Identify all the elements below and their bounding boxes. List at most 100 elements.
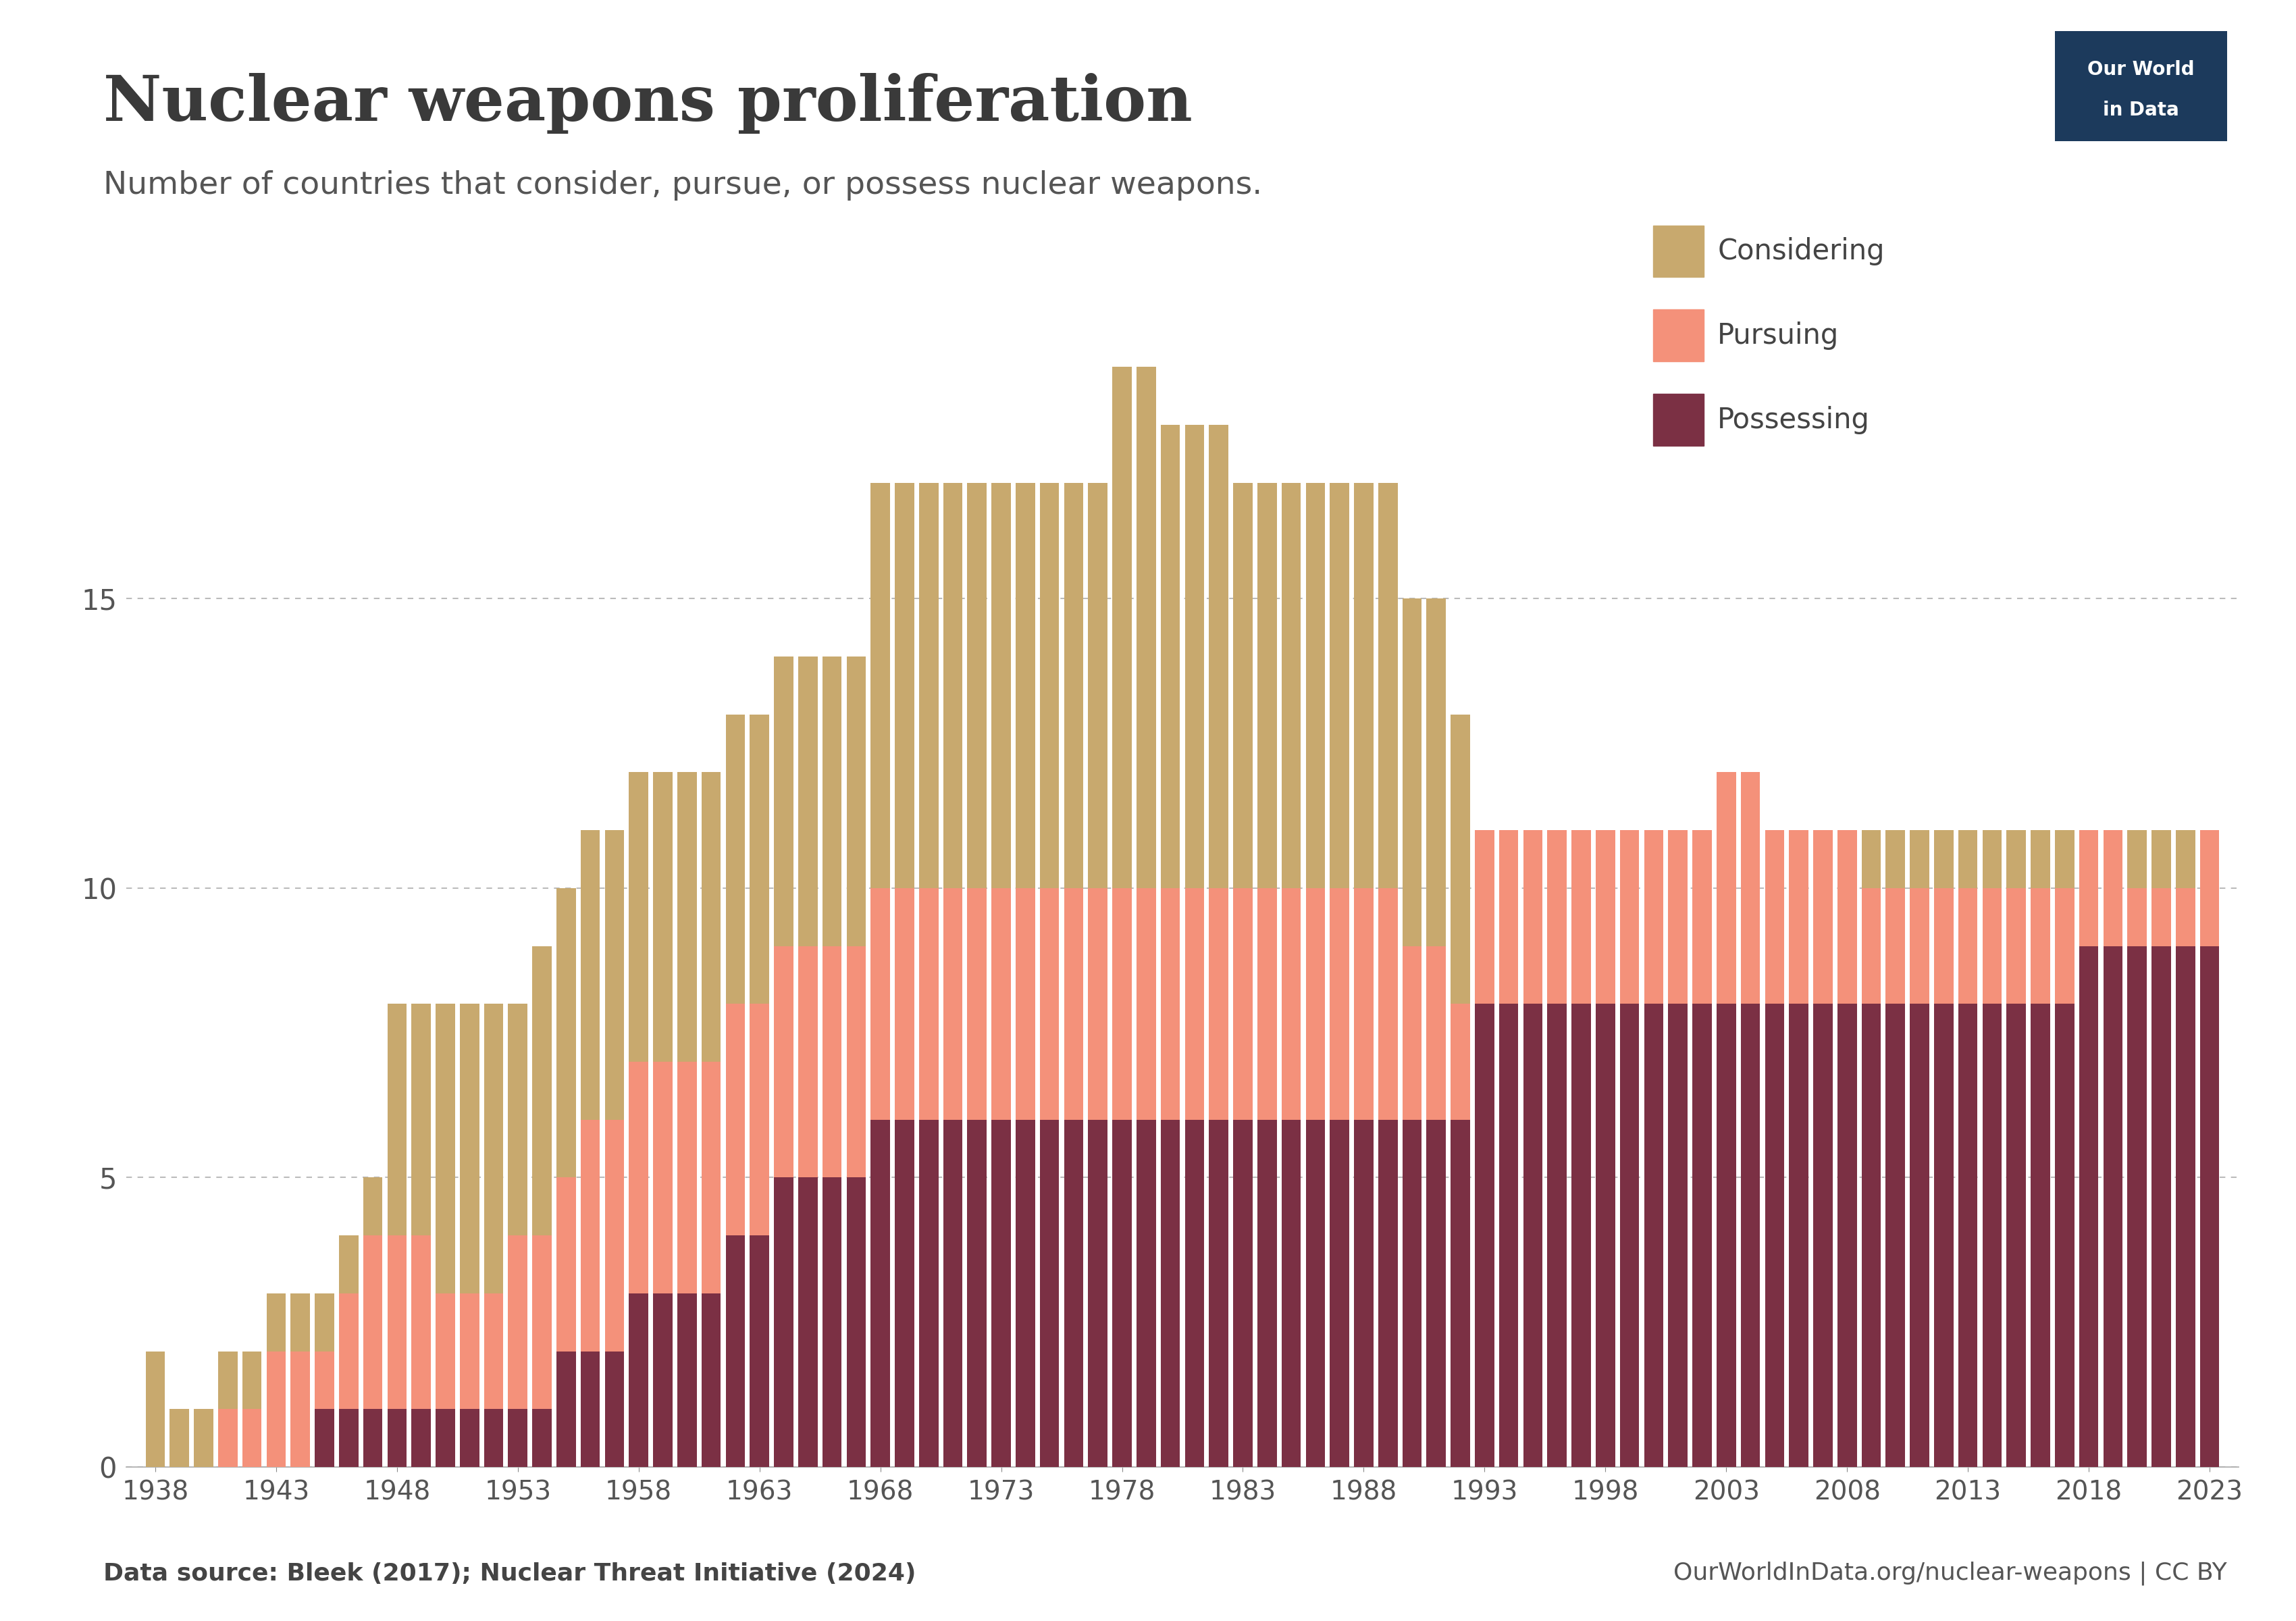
Bar [703,1294,721,1467]
Bar [459,1409,480,1467]
Bar [967,483,987,888]
Bar [266,1294,285,1352]
Bar [652,1062,673,1294]
Bar [1162,1120,1180,1467]
Bar [1306,888,1325,1120]
Bar [581,1120,599,1352]
Bar [1862,888,1880,1003]
Bar [1570,1003,1591,1467]
Bar [1499,1003,1518,1467]
Bar [726,715,744,1003]
Bar [1692,830,1713,1003]
Bar [1015,1120,1035,1467]
Bar [533,1409,551,1467]
Bar [507,1409,528,1467]
Bar [1111,1120,1132,1467]
Bar [1015,483,1035,888]
Bar [1596,830,1614,1003]
Bar [1451,1120,1469,1467]
Bar [292,1294,310,1352]
Bar [1281,1120,1302,1467]
Bar [315,1409,335,1467]
Bar [1789,830,1809,1003]
Bar [918,483,939,888]
Bar [363,1235,383,1409]
Bar [2030,1003,2050,1467]
Bar [1063,1120,1084,1467]
Bar [1958,830,1977,888]
Bar [918,888,939,1120]
Bar [581,1352,599,1467]
Bar [1548,830,1566,1003]
Bar [2007,1003,2025,1467]
Bar [726,1003,744,1235]
Bar [1137,888,1155,1120]
Bar [411,1235,432,1409]
Bar [1355,483,1373,888]
Bar [1814,1003,1832,1467]
Bar [1766,830,1784,1003]
Bar [1862,830,1880,888]
Bar [1981,888,2002,1003]
Bar [1451,715,1469,1003]
Bar [1137,1120,1155,1467]
Bar [677,1294,696,1467]
Bar [774,657,794,947]
Bar [774,947,794,1177]
Bar [870,483,891,888]
Bar [292,1352,310,1467]
Bar [677,1062,696,1294]
Bar [2200,947,2220,1467]
Bar [1766,1003,1784,1467]
Bar [1281,888,1302,1120]
Text: in Data: in Data [2103,101,2179,120]
Bar [822,1177,843,1467]
Bar [799,657,817,947]
Bar [1596,1003,1614,1467]
Bar [703,772,721,1062]
Text: Possessing: Possessing [1717,405,1869,434]
Bar [2128,947,2147,1467]
Bar [1981,830,2002,888]
Bar [340,1294,358,1409]
Bar [484,1294,503,1409]
Bar [2055,1003,2073,1467]
Bar [1789,1003,1809,1467]
Bar [170,1409,188,1467]
Bar [388,1235,406,1409]
Bar [774,1177,794,1467]
Bar [1621,830,1639,1003]
Bar [340,1235,358,1294]
Bar [629,1294,647,1467]
Bar [2103,947,2122,1467]
Bar [556,1352,576,1467]
Bar [1910,888,1929,1003]
Bar [967,888,987,1120]
Bar [2151,947,2172,1467]
Bar [1111,888,1132,1120]
Bar [218,1409,236,1467]
Bar [507,1003,528,1235]
Bar [1040,1120,1058,1467]
Bar [604,830,625,1120]
Bar [751,1003,769,1235]
Bar [1355,888,1373,1120]
Bar [1088,483,1107,888]
Bar [1837,830,1857,1003]
Bar [1933,888,1954,1003]
Bar [1740,772,1761,1003]
Bar [1210,425,1228,888]
Bar [2103,830,2122,947]
Bar [193,1409,214,1467]
Text: Pursuing: Pursuing [1717,321,1839,350]
Bar [1329,1120,1350,1467]
Bar [2055,888,2073,1003]
Bar [411,1003,432,1235]
Bar [1885,830,1906,888]
Bar [315,1294,335,1352]
Bar [1644,830,1662,1003]
Bar [944,888,962,1120]
Bar [2080,830,2099,947]
Bar [1474,1003,1495,1467]
Bar [1233,888,1254,1120]
